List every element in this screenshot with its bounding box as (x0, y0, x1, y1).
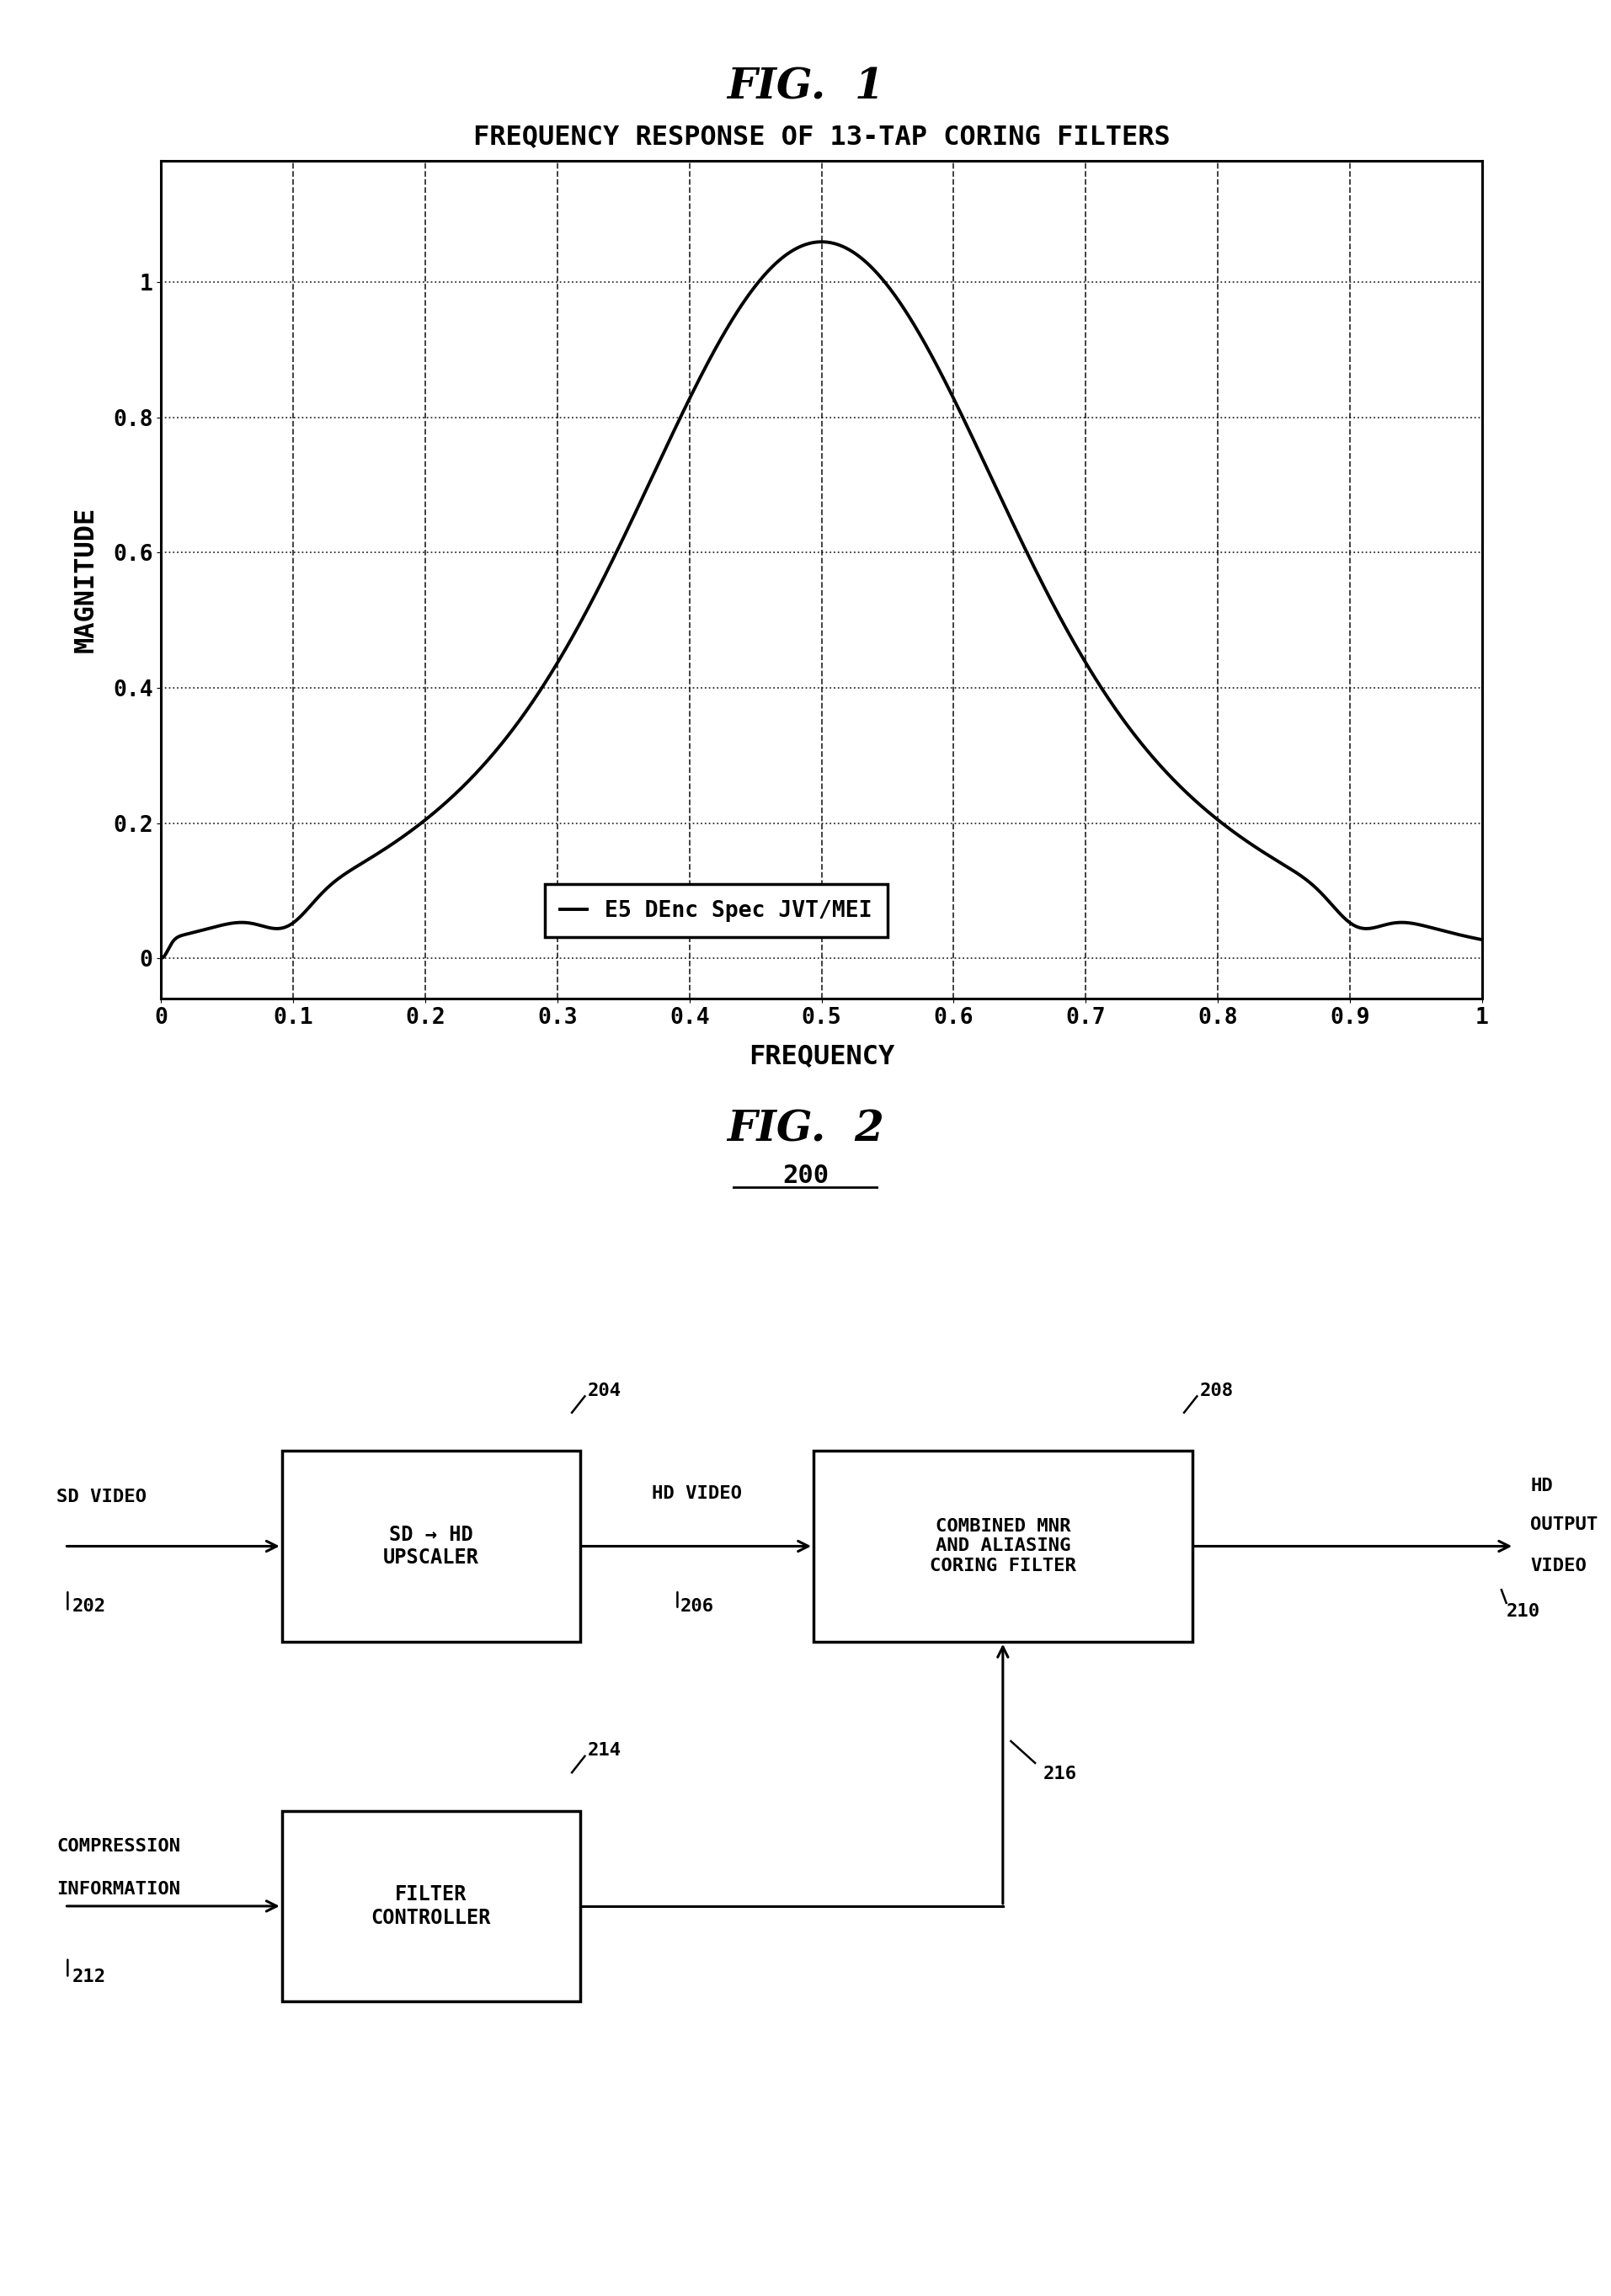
Text: 212: 212 (72, 1968, 106, 1986)
Text: COMPRESSION: COMPRESSION (56, 1837, 180, 1855)
Text: OUTPUT: OUTPUT (1530, 1515, 1598, 1534)
Text: 202: 202 (72, 1598, 106, 1614)
Title: FREQUENCY RESPONSE OF 13-TAP CORING FILTERS: FREQUENCY RESPONSE OF 13-TAP CORING FILT… (474, 124, 1170, 149)
Text: FIG.  1: FIG. 1 (727, 67, 884, 108)
Bar (282, 1812, 580, 2002)
Text: 206: 206 (680, 1598, 714, 1614)
Text: 200: 200 (783, 1164, 828, 1187)
Text: 208: 208 (1200, 1382, 1234, 1398)
Bar (814, 1451, 1192, 1642)
Legend: E5 DEnc Spec JVT/MEI: E5 DEnc Spec JVT/MEI (545, 884, 888, 937)
X-axis label: FREQUENCY: FREQUENCY (749, 1042, 894, 1070)
Text: 210: 210 (1506, 1603, 1540, 1621)
Text: 214: 214 (588, 1743, 622, 1759)
Text: SD VIDEO: SD VIDEO (56, 1488, 147, 1506)
Bar (282, 1451, 580, 1642)
Text: HD: HD (1530, 1479, 1553, 1495)
Text: 216: 216 (1044, 1766, 1076, 1782)
Text: HD VIDEO: HD VIDEO (652, 1486, 741, 1502)
Text: 204: 204 (588, 1382, 622, 1398)
Text: COMBINED MNR
AND ALIASING
CORING FILTER: COMBINED MNR AND ALIASING CORING FILTER (930, 1518, 1076, 1575)
Text: VIDEO: VIDEO (1530, 1557, 1587, 1575)
Text: SD → HD
UPSCALER: SD → HD UPSCALER (383, 1525, 478, 1568)
Y-axis label: MAGNITUDE: MAGNITUDE (72, 507, 98, 652)
Text: FIG.  2: FIG. 2 (727, 1109, 884, 1150)
Text: INFORMATION: INFORMATION (56, 1880, 180, 1899)
Text: FILTER
CONTROLLER: FILTER CONTROLLER (371, 1885, 491, 1929)
